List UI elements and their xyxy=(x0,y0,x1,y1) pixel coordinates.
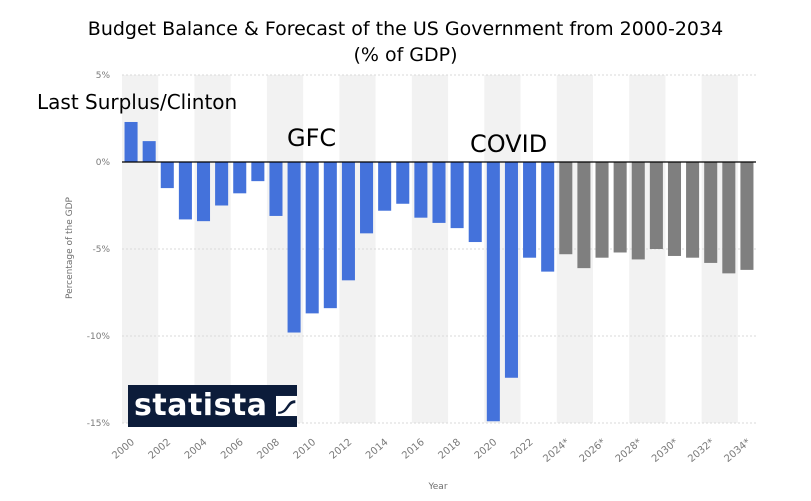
bar-2029-forecast xyxy=(649,162,663,249)
y-axis-label: Percentage of the GDP xyxy=(65,196,75,299)
bar-2019 xyxy=(468,162,482,243)
x-tick-label: 2034* xyxy=(722,437,752,465)
bar-2007 xyxy=(251,162,265,182)
chart-title: Budget Balance & Forecast of the US Gove… xyxy=(87,18,724,40)
bar-2024-forecast xyxy=(559,162,573,255)
bar-2027-forecast xyxy=(613,162,627,253)
bar-2017 xyxy=(432,162,446,223)
x-tick-label: 2032* xyxy=(686,437,716,465)
statista-mark-icon xyxy=(275,395,297,417)
bar-2023 xyxy=(541,162,555,272)
x-tick-label: 2010 xyxy=(292,437,319,462)
bar-2026-forecast xyxy=(595,162,609,258)
bars xyxy=(124,121,754,422)
bar-2001 xyxy=(142,141,156,162)
y-tick-label: -10% xyxy=(87,332,111,342)
x-tick-label: 2020 xyxy=(473,437,500,462)
x-tick-label: 2022 xyxy=(509,437,536,462)
bar-2033-forecast xyxy=(722,162,736,274)
y-tick-label: 0% xyxy=(96,158,111,168)
y-tick-labels: 5% 0% -5% -10% -15% xyxy=(87,71,111,429)
bar-2016 xyxy=(414,162,428,218)
bar-2011 xyxy=(323,162,337,309)
annotation-gfc: GFC xyxy=(287,124,337,152)
bar-2028-forecast xyxy=(631,162,645,260)
bar-2000 xyxy=(124,121,138,162)
bar-2003 xyxy=(178,162,192,220)
chart-subtitle: (% of GDP) xyxy=(353,44,458,66)
statista-logo: statista xyxy=(128,385,297,427)
x-tick-label: 2004 xyxy=(183,437,210,462)
bar-2020 xyxy=(486,162,500,422)
bar-2018 xyxy=(450,162,464,229)
bar-2022 xyxy=(523,162,537,258)
bar-2032-forecast xyxy=(704,162,718,263)
background-band xyxy=(194,75,231,423)
bar-2006 xyxy=(233,162,247,194)
x-tick-labels: 2000 2002 2004 2006 2008 2010 2012 2014 2016 2018… xyxy=(110,437,752,465)
bar-2004 xyxy=(196,162,211,222)
bar-2010 xyxy=(305,162,319,314)
bar-2021 xyxy=(504,162,518,378)
bar-2014 xyxy=(378,162,392,211)
bar-2009 xyxy=(287,162,301,333)
x-tick-label: 2024* xyxy=(541,437,571,465)
statista-logo-text: statista xyxy=(134,388,268,423)
annotation-last-surplus: Last Surplus/Clinton xyxy=(37,90,238,114)
bar-2005 xyxy=(215,162,229,206)
bar-2030-forecast xyxy=(667,162,682,256)
bar-2031-forecast xyxy=(686,162,700,258)
bar-2013 xyxy=(360,162,374,234)
x-tick-label: 2018 xyxy=(436,437,463,462)
bar-2034-forecast xyxy=(740,162,754,270)
x-tick-label: 2006 xyxy=(219,437,246,462)
y-tick-label: -5% xyxy=(92,245,110,255)
bar-2012 xyxy=(341,162,355,281)
x-tick-label: 2012 xyxy=(328,437,355,462)
y-tick-label: -15% xyxy=(87,419,111,429)
bar-2025-forecast xyxy=(577,162,591,269)
bar-2002 xyxy=(160,162,174,189)
x-tick-label: 2008 xyxy=(255,437,282,462)
x-tick-label: 2030* xyxy=(650,437,680,465)
x-tick-label: 2026* xyxy=(578,437,608,465)
x-tick-label: 2002 xyxy=(147,437,174,462)
x-tick-label: 2016 xyxy=(400,437,427,462)
annotation-covid: COVID xyxy=(470,130,548,158)
bar-2008 xyxy=(269,162,283,216)
bar-2015 xyxy=(396,162,410,204)
x-tick-label: 2000 xyxy=(110,437,137,462)
x-tick-label: 2014 xyxy=(364,437,391,462)
y-tick-label: 5% xyxy=(96,71,111,81)
x-axis-label: Year xyxy=(427,482,447,492)
x-tick-label: 2028* xyxy=(614,437,644,465)
